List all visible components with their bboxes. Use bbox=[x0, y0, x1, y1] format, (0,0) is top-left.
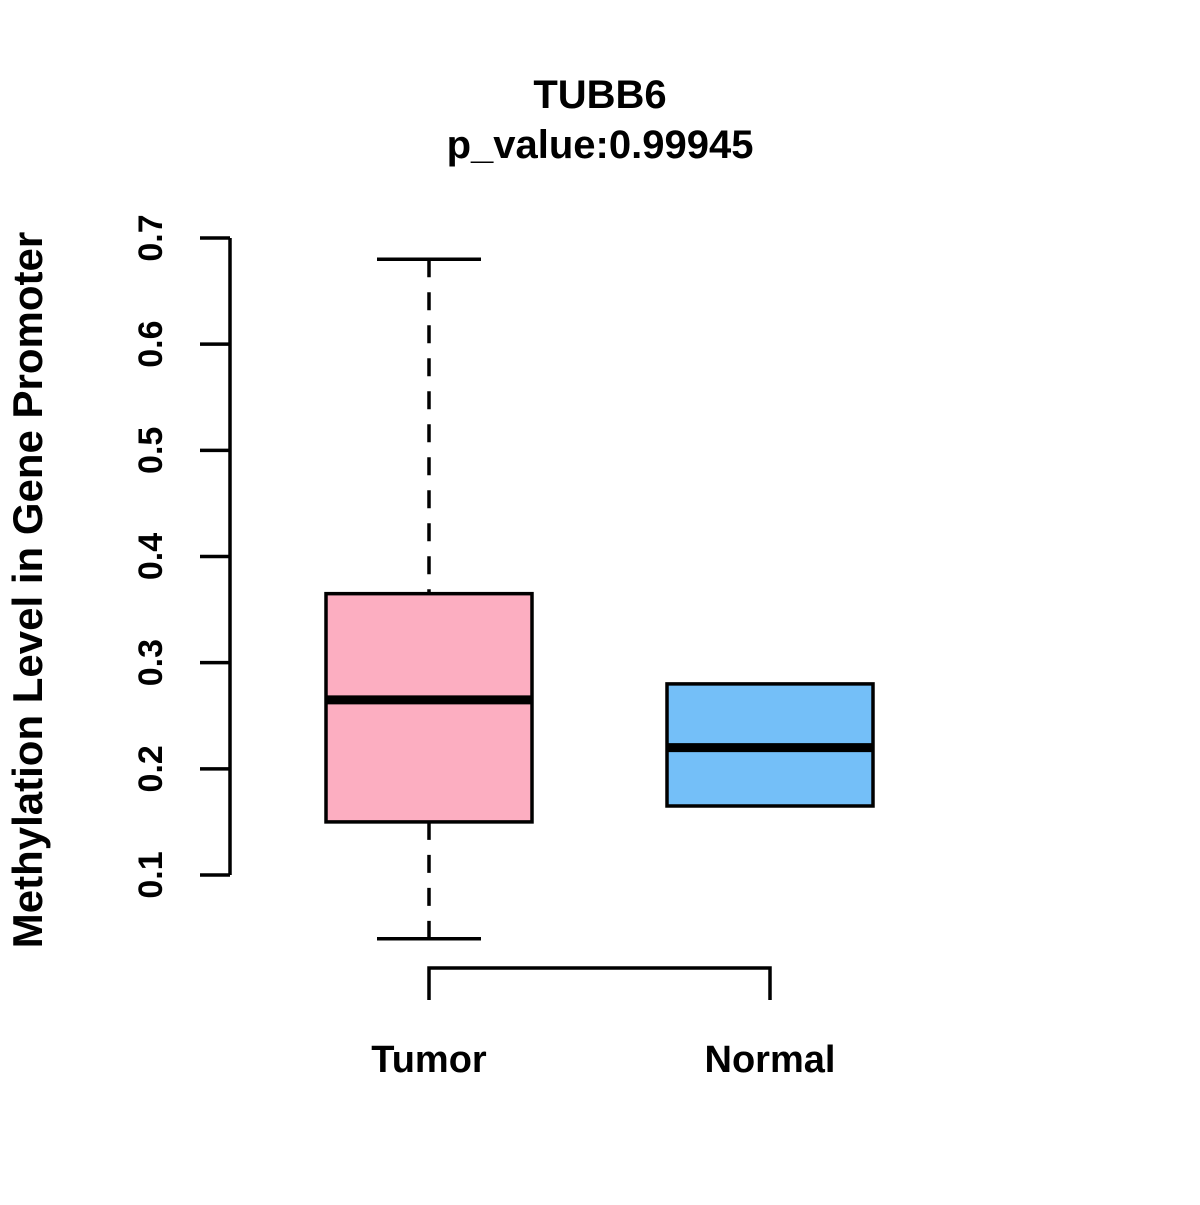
y-axis-label: Methylation Level in Gene Promoter bbox=[4, 232, 51, 948]
chart-title: TUBB6 bbox=[533, 73, 666, 117]
y-tick-label: 0.3 bbox=[132, 639, 170, 686]
y-tick-label: 0.1 bbox=[132, 851, 170, 898]
y-axis: 0.1 0.2 0.3 0.4 0.5 0.6 0.7 bbox=[132, 214, 232, 899]
x-axis-line bbox=[427, 966, 772, 1000]
category-labels: Tumor Normal bbox=[371, 1039, 835, 1081]
y-tick-label: 0.7 bbox=[132, 214, 170, 261]
category-label-tumor: Tumor bbox=[371, 1039, 487, 1081]
y-tick-label: 0.5 bbox=[132, 427, 170, 474]
category-label-normal: Normal bbox=[705, 1039, 836, 1081]
tumor-box bbox=[324, 591, 534, 824]
boxes bbox=[324, 257, 875, 941]
y-tick-label: 0.2 bbox=[132, 745, 170, 792]
chart-subtitle: p_value:0.99945 bbox=[447, 123, 754, 167]
y-tick-label: 0.4 bbox=[132, 533, 170, 580]
y-tick-label: 0.6 bbox=[132, 321, 170, 368]
x-axis-bracket bbox=[427, 966, 772, 1000]
